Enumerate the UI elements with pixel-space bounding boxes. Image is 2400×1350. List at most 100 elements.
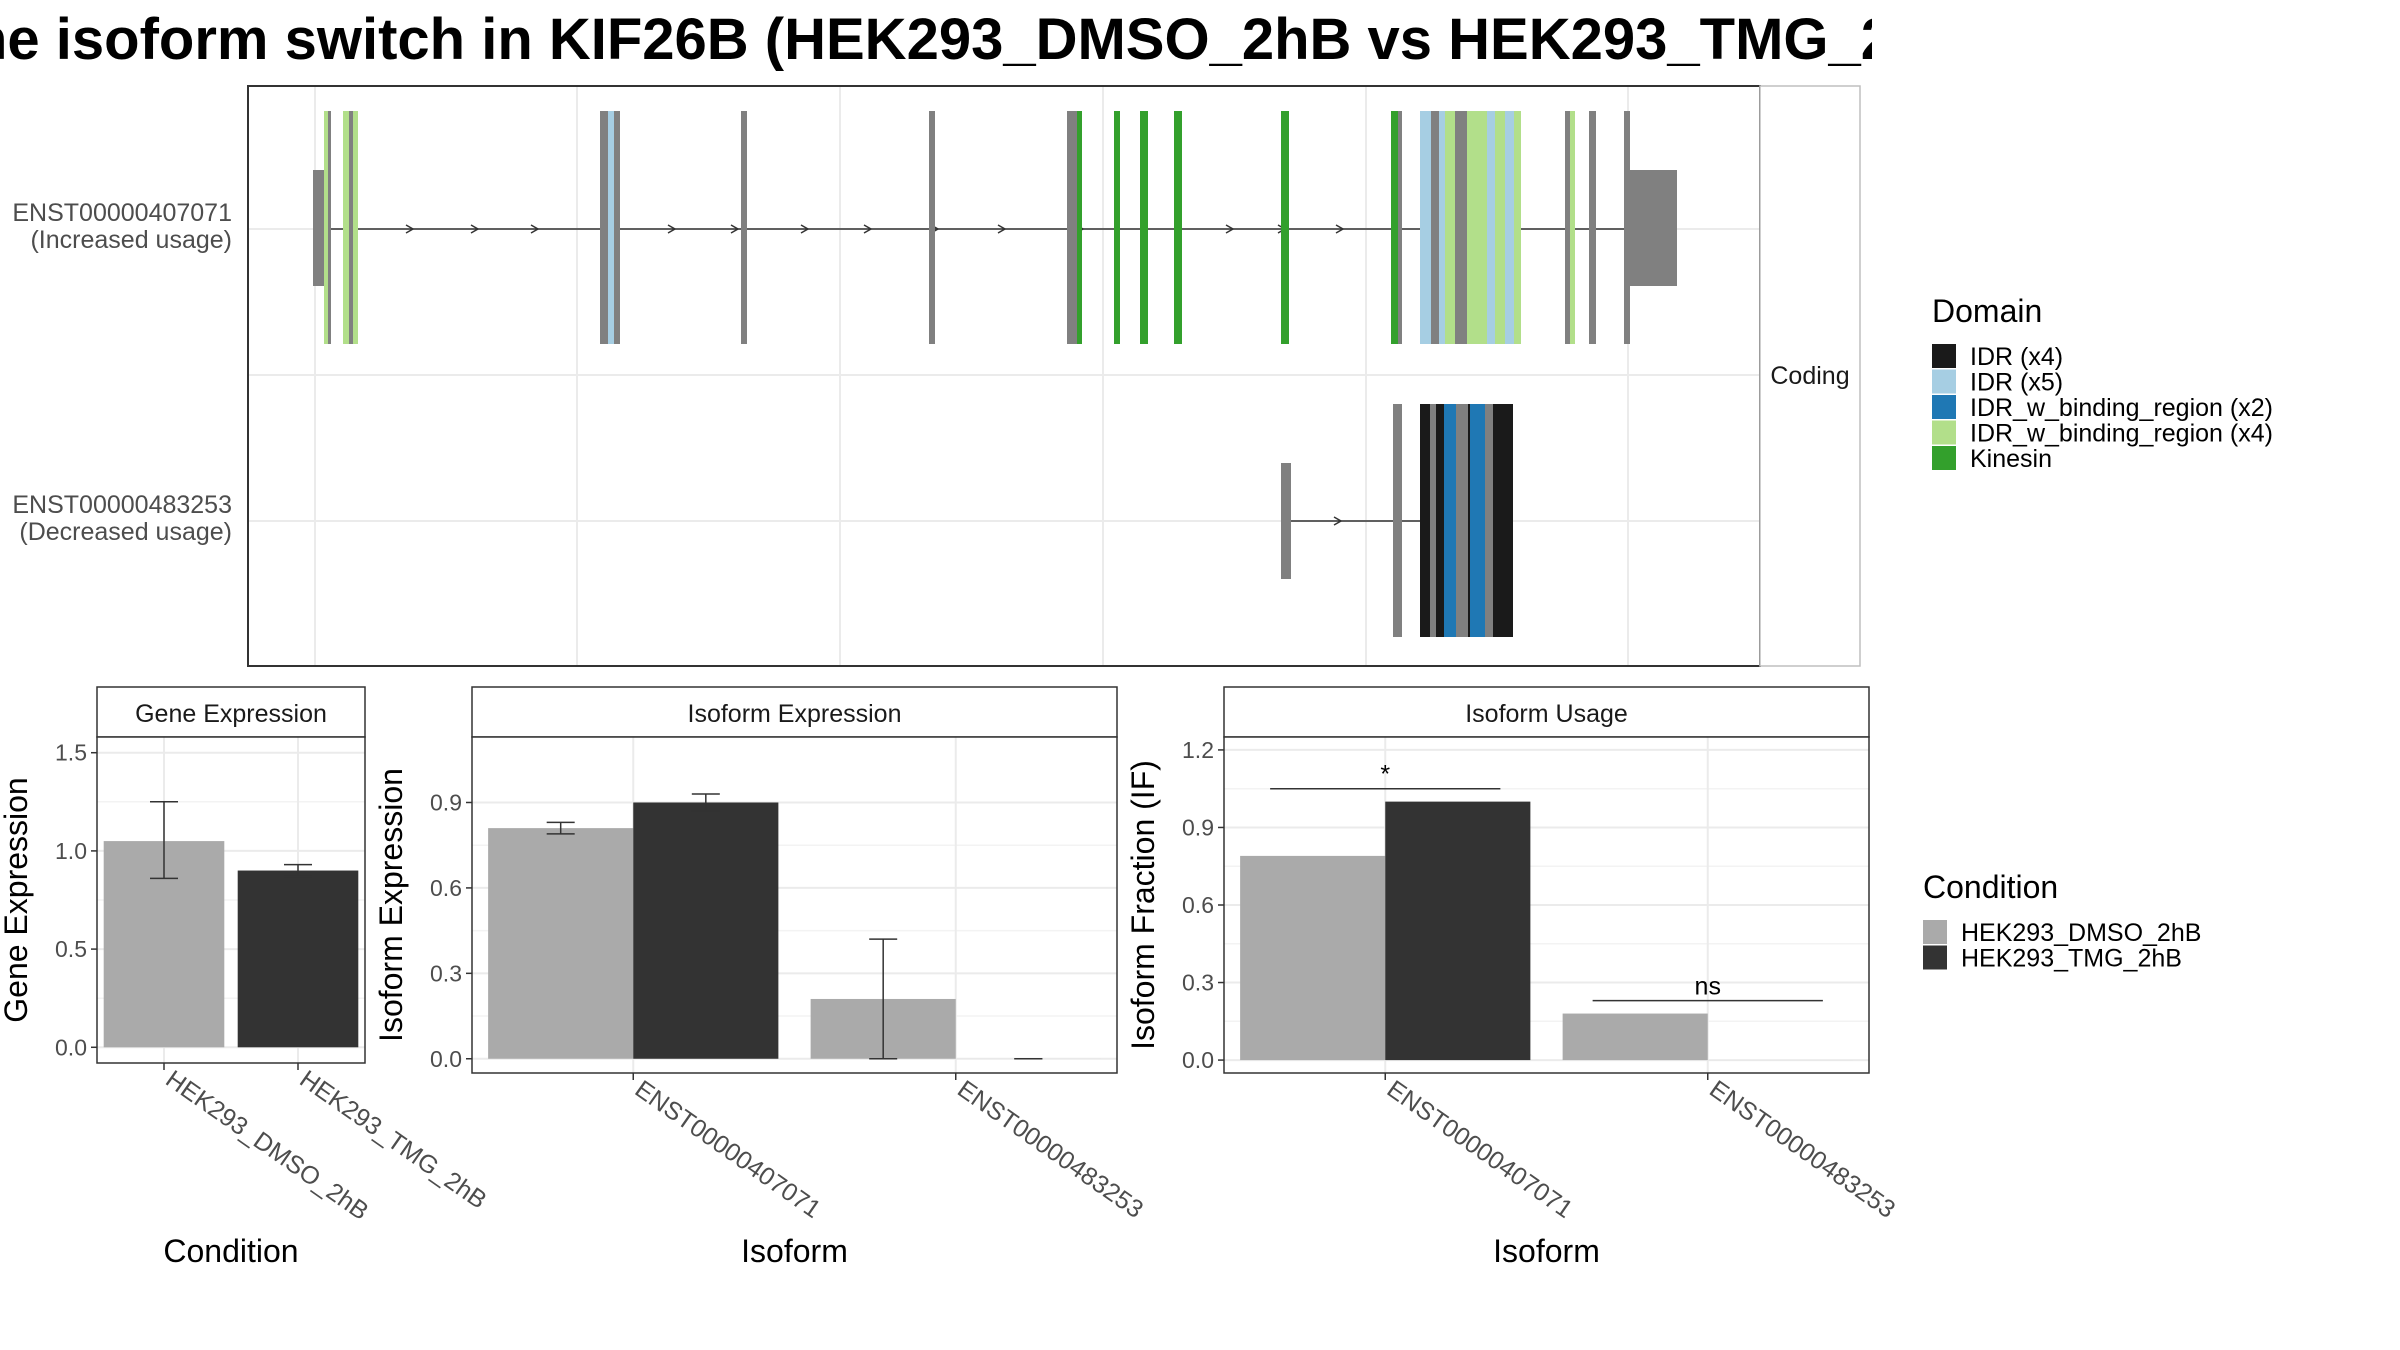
panel-strip-label: Isoform Usage [1465,700,1628,728]
y-tick-label: 0.9 [430,789,462,815]
transcript1-cds-exon [349,111,353,344]
transcript1-cds-exon [1391,111,1398,344]
transcript1-strand-arrow [470,224,480,234]
transcript2-utr-exon [1281,463,1291,579]
transcript2-cds-exon [1493,404,1513,637]
domain-legend-label: Kinesin [1970,445,2052,473]
condition-legend-title: Condition [1923,869,2058,905]
condition-legend-label: HEK293_DMSO_2hB [1961,919,2201,947]
y-tick-label: 0.0 [430,1046,462,1072]
condition-legend-key [1923,945,1947,970]
transcript1-strand-arrow [997,224,1007,234]
transcript1-cds-exon [929,111,935,344]
transcript1-cds-exon [1505,111,1514,344]
transcript1-cds-exon [1174,111,1182,344]
transcript1-cds-exon [328,111,331,344]
y-axis-title: Gene Expression [0,777,34,1022]
transcript1-cds-exon [1624,111,1630,344]
transcript2-cds-exon [1470,404,1485,637]
transcript1-cds-exon [1445,111,1455,344]
transcript1-cds-exon [1467,111,1473,344]
condition-legend-label: HEK293_TMG_2hB [1961,945,2182,973]
transcript1-cds-exon [614,111,620,344]
transcript2-cds-exon [1444,404,1456,637]
transcript1-strand-arrow [530,224,540,234]
transcript2-cds-exon [1420,404,1430,637]
y-tick-label: 0.0 [1182,1047,1214,1073]
transcript1-cds-exon [1067,111,1077,344]
y-tick-label: 1.0 [55,838,87,864]
transcript1-utr-exon [313,170,326,286]
panel-border [471,736,1118,1074]
domain-legend-title: Domain [1932,293,2042,329]
domain-legend-key [1932,344,1956,368]
transcript1-cds-exon [1420,111,1431,344]
transcript-label-id: ENST00000407071 [12,199,232,227]
transcript-label-id: ENST00000483253 [12,491,232,519]
transcript1-cds-exon [324,111,328,344]
transcript-label-usage: (Increased usage) [30,226,232,254]
y-axis-title: Isoform Fraction (IF) [1125,760,1161,1050]
transcript1-strand-arrow [1225,224,1235,234]
x-tick-label: ENST00000483253 [952,1075,1148,1224]
transcript1-cds-exon [1077,111,1082,344]
panel-strip [471,686,1118,738]
panel-border [1223,736,1870,1074]
transcript-label-usage: (Decreased usage) [19,518,232,546]
x-axis-title: Isoform [741,1233,848,1269]
bar [237,870,359,1048]
transcript2-cds-exon [1456,404,1468,637]
domain-legend-label: IDR (x4) [1970,343,2063,371]
transcript1-cds-exon [608,111,614,344]
transcript1-strand-arrow [863,224,873,234]
structure-facet-strip [1759,85,1861,667]
x-axis-title: Isoform [1493,1233,1600,1269]
transcript1-cds-exon [1487,111,1495,344]
significance-label: ns [1695,973,1721,1001]
bar [1385,801,1531,1061]
y-tick-label: 0.6 [430,875,462,901]
bar [633,802,779,1059]
domain-legend-label: IDR_w_binding_region (x4) [1970,420,2273,448]
x-tick-label: ENST00000407071 [630,1075,826,1224]
domain-legend-key [1932,420,1956,445]
y-tick-label: 1.5 [55,740,87,766]
transcript1-cds-exon [600,111,608,344]
domain-legend-key [1932,446,1956,470]
significance-label: * [1380,761,1390,789]
x-tick-label: ENST00000407071 [1382,1075,1578,1224]
transcript1-cds-exon [1455,111,1467,344]
transcript1-cds-exon [1114,111,1120,344]
transcript2-cds-exon [1393,404,1402,637]
transcript1-cds-exon [1589,111,1596,344]
transcript2-cds-exon [1430,404,1436,637]
transcript1-cds-exon [1495,111,1505,344]
transcript1-cds-exon [1398,111,1402,344]
y-tick-label: 0.3 [430,960,462,986]
transcript1-strand-arrow [730,224,740,234]
transcript1-cds-exon [1565,111,1570,344]
transcript1-cds-exon [343,111,349,344]
panel-strip [1223,686,1870,738]
domain-legend-label: IDR_w_binding_region (x2) [1970,394,2273,422]
y-tick-label: 0.3 [1182,970,1214,996]
transcript1-cds-exon [1439,111,1445,344]
transcript1-strand-arrow [405,224,415,234]
transcript1-strand-arrow [800,224,810,234]
transcript1-cds-exon [1140,111,1148,344]
transcript1-cds-exon [1473,111,1487,344]
transcript1-cds-exon [741,111,747,344]
transcript1-cds-exon [1570,111,1575,344]
domain-legend-key [1932,395,1956,419]
domain-legend-label: IDR (x5) [1970,369,2063,397]
y-axis-title: Isoform Expression [373,768,409,1042]
transcript2-cds-exon [1436,404,1444,637]
transcript1-cds-exon [353,111,358,344]
panel-strip-label: Isoform Expression [688,700,902,728]
transcript1-strand-arrow [1335,224,1345,234]
x-tick-label: ENST00000483253 [1704,1075,1900,1224]
transcript1-cds-exon [1281,111,1289,344]
y-tick-label: 0.9 [1182,814,1214,840]
panel-strip-label: Gene Expression [135,700,327,728]
